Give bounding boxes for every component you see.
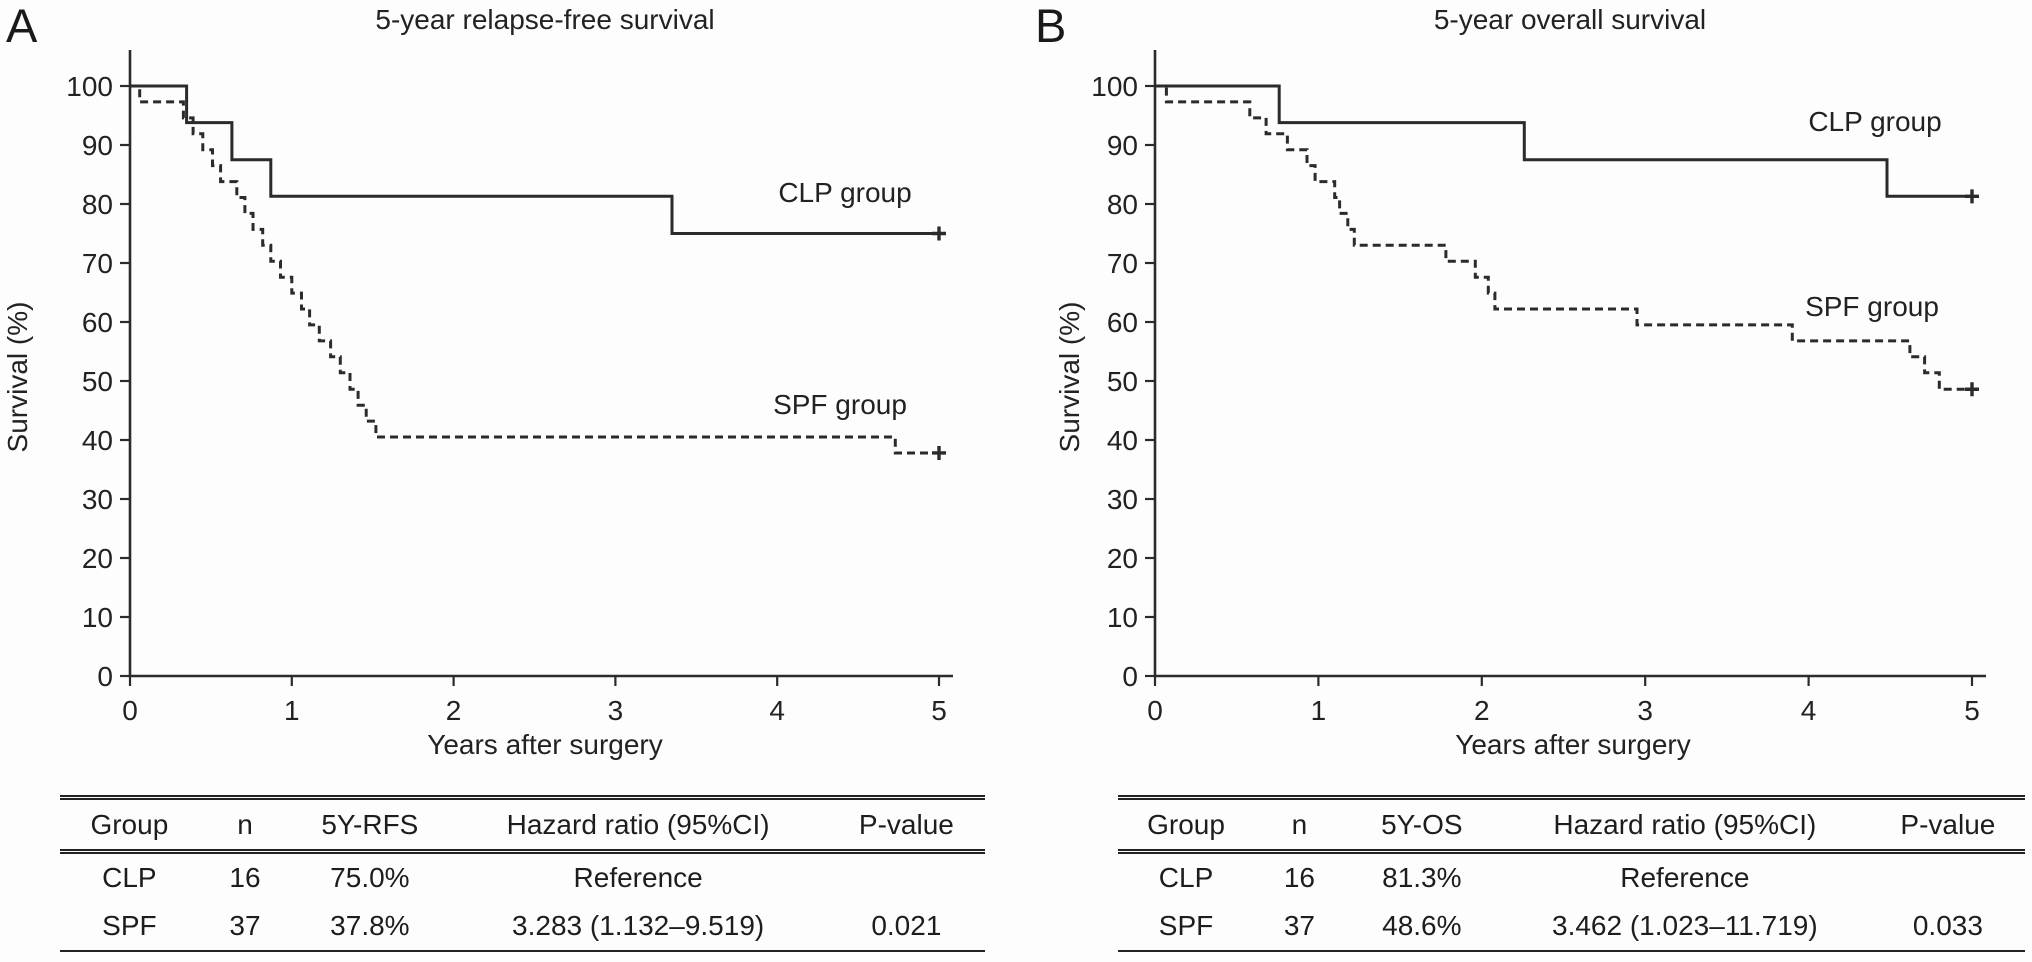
spf-survival-curve xyxy=(1155,84,1972,391)
table-cell: 37 xyxy=(229,910,261,941)
table-row: CLP 16 75.0% Reference xyxy=(60,852,985,903)
x-tick-label: 5 xyxy=(931,695,947,726)
spf-group-curve-label-a: SPF group xyxy=(773,389,907,420)
censor-mark xyxy=(1965,382,1979,397)
y-tick-label: 80 xyxy=(1107,189,1138,220)
x-tick-label: 3 xyxy=(608,695,624,726)
y-tick-label: 90 xyxy=(82,130,113,161)
y-axis-label-b: Survival (%) xyxy=(1054,301,1085,453)
table-header-cell: Hazard ratio (95%CI) xyxy=(448,797,828,854)
table-row: SPF 37 48.6% 3.462 (1.023–11.719) 0.033 xyxy=(1118,902,2025,951)
y-tick-label: 10 xyxy=(82,602,113,633)
axes xyxy=(1153,50,1986,678)
table-header-row: Group n 5Y-OS Hazard ratio (95%CI) P-value xyxy=(1118,797,2025,854)
clp-group-curve-label-b: CLP group xyxy=(1808,106,1942,137)
clp-group-curve-label-a: CLP group xyxy=(778,177,912,208)
table-header-cell: Group xyxy=(60,797,199,854)
table-cell: 3.283 (1.132–9.519) xyxy=(512,910,765,941)
y-tick-label: 100 xyxy=(1091,71,1138,102)
table-cell: 0.021 xyxy=(871,910,942,941)
x-tick-label: 1 xyxy=(1311,695,1327,726)
y-tick-label: 70 xyxy=(82,248,113,279)
panel-a: A 5-year relapse-free survival 0 10 20 30 40… xyxy=(2,0,985,952)
y-tick-label: 50 xyxy=(1107,366,1138,397)
y-tick-label: 40 xyxy=(82,425,113,456)
x-tick-label: 1 xyxy=(284,695,300,726)
table-header-row: Group n 5Y-RFS Hazard ratio (95%CI) P-value xyxy=(60,797,985,854)
y-tick-label: 70 xyxy=(1107,248,1138,279)
y-tick-label: 50 xyxy=(82,366,113,397)
stats-table-b: Group n 5Y-OS Hazard ratio (95%CI) P-value C… xyxy=(1118,795,2025,952)
table-header-cell: P-value xyxy=(827,797,985,854)
y-tick-label: 30 xyxy=(82,484,113,515)
table-cell: 3.462 (1.023–11.719) xyxy=(1552,910,1818,941)
table-cell: 0.033 xyxy=(1912,910,1983,941)
y-tick-label: 0 xyxy=(97,661,113,692)
y-tick-label: 60 xyxy=(82,307,113,338)
chart-title-b: 5-year overall survival xyxy=(1433,4,1707,35)
x-tick-label: 0 xyxy=(122,695,138,726)
table-cell: Reference xyxy=(1620,862,1750,893)
chart-title-a: 5-year relapse-free survival xyxy=(375,4,715,35)
table-cell: 81.3% xyxy=(1382,862,1462,893)
stats-table-a: Group n 5Y-RFS Hazard ratio (95%CI) P-value … xyxy=(60,795,985,952)
axes xyxy=(128,50,953,678)
table-header-cell: Group xyxy=(1118,797,1255,854)
clp-survival-curve xyxy=(130,84,939,235)
x-tick-label: 2 xyxy=(446,695,462,726)
table-cell xyxy=(828,852,985,903)
table-header-cell: P-value xyxy=(1870,797,2025,854)
y-tick-label: 100 xyxy=(66,71,113,102)
x-tick-label: 2 xyxy=(1474,695,1490,726)
table-cell: 16 xyxy=(229,862,261,893)
y-tick-label: 30 xyxy=(1107,484,1138,515)
censor-mark xyxy=(932,445,946,460)
spf-group-curve-label-b: SPF group xyxy=(1805,291,1939,322)
x-tick-label: 4 xyxy=(1801,695,1817,726)
y-axis-label-a: Survival (%) xyxy=(2,301,33,453)
censor-mark xyxy=(1965,189,1979,204)
x-axis-label-b: Years after surgery xyxy=(1455,729,1691,760)
y-tick-label: 60 xyxy=(1107,307,1138,338)
table-cell: SPF xyxy=(1158,910,1214,941)
spf-survival-curve xyxy=(130,84,939,455)
table-cell xyxy=(1871,852,2025,903)
x-tick-label: 3 xyxy=(1637,695,1653,726)
x-tick-label: 4 xyxy=(769,695,785,726)
panel-letter-b: B xyxy=(1035,0,1067,52)
y-tick-label: 10 xyxy=(1107,602,1138,633)
y-tick-label: 80 xyxy=(82,189,113,220)
clp-survival-curve xyxy=(1155,84,1972,198)
y-tick-label: 40 xyxy=(1107,425,1138,456)
y-tick-label: 20 xyxy=(1107,543,1138,574)
table-header-cell: Hazard ratio (95%CI) xyxy=(1498,797,1871,854)
y-tick-label: 20 xyxy=(82,543,113,574)
censor-mark xyxy=(932,226,946,241)
table-row: SPF 37 37.8% 3.283 (1.132–9.519) 0.021 xyxy=(60,902,985,951)
table-cell: 37 xyxy=(1283,910,1315,941)
table-cell: 75.0% xyxy=(330,862,410,893)
panel-letter-a: A xyxy=(6,0,38,52)
table-row: CLP 16 81.3% Reference xyxy=(1118,852,2025,903)
table-cell: Reference xyxy=(573,862,703,893)
table-header-cell: 5Y-RFS xyxy=(291,797,449,854)
table-cell: CLP xyxy=(1158,862,1214,893)
x-tick-label: 5 xyxy=(1964,695,1980,726)
table-header-cell: n xyxy=(1254,797,1345,854)
table-cell: 48.6% xyxy=(1382,910,1462,941)
table-cell: 37.8% xyxy=(330,910,410,941)
y-tick-label: 90 xyxy=(1107,130,1138,161)
table-cell: 16 xyxy=(1283,862,1315,893)
x-tick-label: 0 xyxy=(1147,695,1163,726)
table-cell: SPF xyxy=(102,910,157,941)
table-cell: CLP xyxy=(102,862,157,893)
table-header-cell: n xyxy=(198,797,292,854)
x-axis-label-a: Years after surgery xyxy=(427,729,663,760)
table-header-cell: 5Y-OS xyxy=(1344,797,1499,854)
y-tick-label: 0 xyxy=(1122,661,1138,692)
km-plot-a: 0 10 20 30 40 50 60 70 80 90 100 0 1 2 3 4 5 xyxy=(66,50,953,726)
km-plot-b: 0 10 20 30 40 50 60 70 80 90 100 0 1 2 3 4 5 xyxy=(1091,50,1986,726)
panel-b: B 5-year overall survival 0 10 20 30 40 50 60 7… xyxy=(1016,0,2032,962)
